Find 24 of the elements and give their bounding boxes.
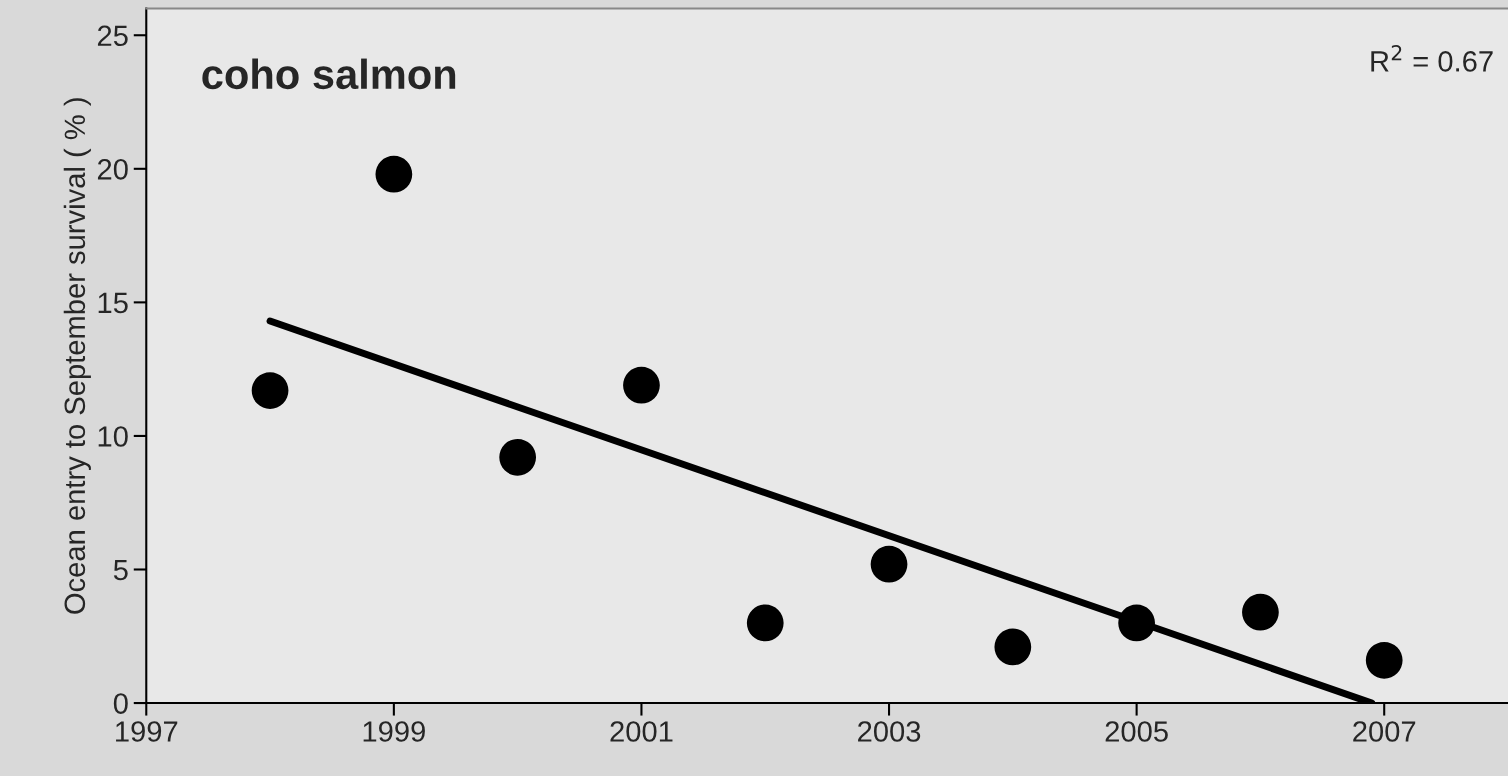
y-tick-label: 20: [97, 159, 128, 180]
x-tick-label: 2001: [610, 721, 673, 742]
point: [994, 628, 1032, 666]
y-tick-label: 15: [98, 292, 128, 314]
point: [1365, 641, 1403, 679]
point: [499, 438, 537, 476]
point: [1242, 593, 1279, 631]
y-tick-label: 0: [113, 693, 128, 714]
point: [746, 604, 784, 642]
y-tick-label: 25: [97, 25, 128, 47]
point: [251, 372, 289, 409]
y-tick-label: 5: [113, 560, 128, 581]
x-tick-label: 2007: [1353, 721, 1416, 742]
point: [375, 155, 413, 193]
y-axis-title: Ocean entry to September survival ( % ): [63, 98, 91, 614]
x-tick-label: 1999: [363, 721, 425, 742]
x-tick-label: 2005: [1105, 721, 1168, 742]
y-tick-label: 10: [98, 426, 128, 447]
x-tick-label: 2003: [858, 721, 921, 742]
annotation: coho salmon: [202, 58, 456, 90]
x-tick-label: 1997: [116, 721, 178, 742]
point: [870, 545, 908, 583]
annotation: R$^{2}$ = 0.67: [1371, 45, 1493, 72]
point: [623, 366, 660, 404]
